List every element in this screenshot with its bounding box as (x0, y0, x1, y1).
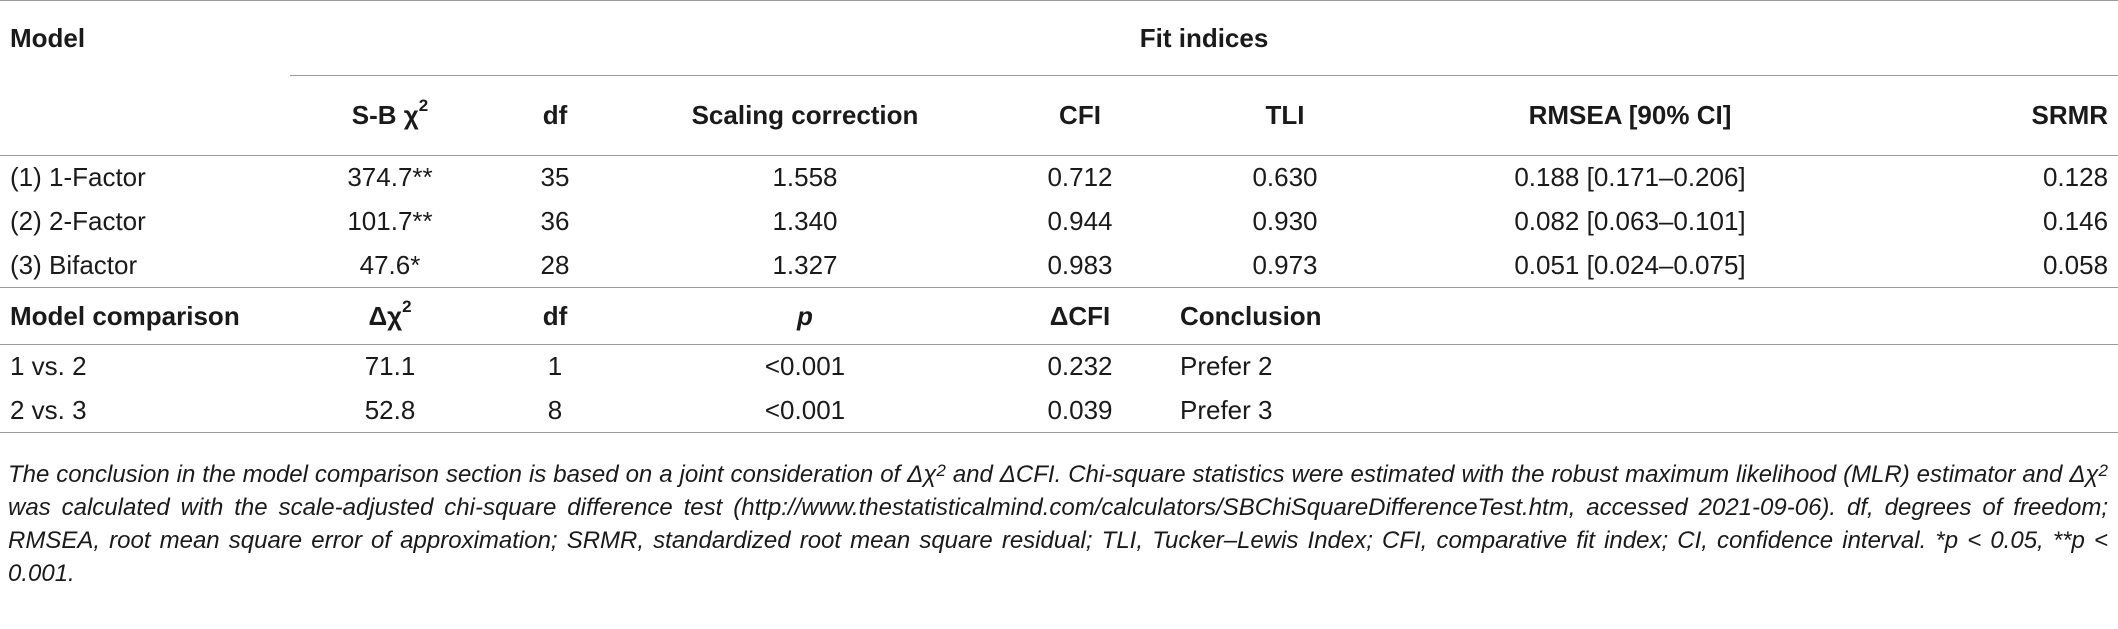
model-cell: (2) 2-Factor (10, 206, 146, 236)
table-footnote: The conclusion in the model comparison s… (8, 461, 2108, 587)
scaling-header: Scaling correction (691, 100, 919, 130)
srmr-cell: 0.058 (2042, 249, 2109, 280)
model-cell: (3) Bifactor (10, 249, 138, 280)
comparison-header-row: Model comparison Δχ2 df p ΔCFI Conclusio… (0, 288, 2118, 345)
delta-chi-cell: 71.1 (364, 351, 416, 382)
scaling-cell: 1.558 (772, 162, 838, 193)
header-row-1: Model Fit indices (0, 0, 2118, 76)
comparison-label-header: Model comparison (10, 300, 240, 331)
scaling-cell: 1.327 (772, 249, 838, 280)
cfi-cell: 0.944 (1047, 206, 1113, 236)
df-cell: 36 (540, 206, 570, 236)
fit-indices-header: Fit indices (290, 0, 2118, 76)
sb-chi-header: S-B χ2 (351, 96, 429, 130)
cfi-header: CFI (1059, 100, 1101, 130)
comparison-df-cell: 8 (547, 394, 563, 425)
sb-cell: 47.6* (359, 249, 421, 280)
table-row: 2 vs. 3 52.8 8 <0.001 0.039 Prefer 3 (0, 389, 2118, 433)
scaling-cell: 1.340 (772, 206, 838, 236)
tli-cell: 0.630 (1252, 162, 1318, 193)
empty-header (0, 76, 290, 156)
sb-cell: 374.7** (347, 162, 433, 193)
table-row: (1) 1-Factor 374.7** 35 1.558 0.712 0.63… (0, 156, 2118, 200)
rmsea-header: RMSEA [90% CI] (1528, 100, 1732, 130)
conclusion-header: Conclusion (1180, 300, 1322, 331)
srmr-cell: 0.128 (2042, 162, 2109, 193)
model-header: Model (10, 22, 86, 53)
comparison-cell: 1 vs. 2 (10, 351, 87, 382)
df-cell: 28 (540, 249, 570, 280)
conclusion-cell: Prefer 3 (1180, 394, 1273, 425)
delta-cfi-cell: 0.039 (1047, 394, 1113, 425)
p-cell: <0.001 (764, 394, 846, 425)
conclusion-cell: Prefer 2 (1180, 351, 1273, 382)
cfi-cell: 0.983 (1047, 249, 1113, 280)
comparison-cell: 2 vs. 3 (10, 394, 87, 425)
df-header: df (542, 100, 568, 130)
comparison-df-header: df (542, 300, 568, 331)
tli-cell: 0.930 (1252, 206, 1318, 236)
p-header: p (797, 300, 813, 331)
rmsea-cell: 0.082 [0.063–0.101] (1514, 206, 1746, 236)
rmsea-cell: 0.051 [0.024–0.075] (1514, 249, 1746, 280)
tli-cell: 0.973 (1252, 249, 1318, 280)
model-cell: (1) 1-Factor (10, 162, 146, 193)
table-row: 1 vs. 2 71.1 1 <0.001 0.232 Prefer 2 (0, 345, 2118, 389)
delta-chi-cell: 52.8 (364, 394, 416, 425)
df-cell: 35 (540, 162, 570, 193)
delta-chi-header: Δχ2 (368, 296, 412, 331)
comparison-df-cell: 1 (547, 351, 563, 382)
srmr-header: SRMR (2031, 100, 2109, 130)
table-row: (2) 2-Factor 101.7** 36 1.340 0.944 0.93… (0, 200, 2118, 244)
header-row-2: S-B χ2 df Scaling correction CFI TLI RMS… (0, 76, 2118, 156)
fit-indices-table: Model Fit indices S-B χ2 df Scaling corr… (0, 0, 2118, 433)
p-cell: <0.001 (764, 351, 846, 382)
rmsea-cell: 0.188 [0.171–0.206] (1514, 162, 1746, 193)
table-row: (3) Bifactor 47.6* 28 1.327 0.983 0.973 … (0, 244, 2118, 288)
srmr-cell: 0.146 (2042, 206, 2109, 236)
tli-header: TLI (1265, 100, 1305, 130)
delta-cfi-cell: 0.232 (1047, 351, 1113, 382)
delta-cfi-header: ΔCFI (1049, 300, 1111, 331)
sb-cell: 101.7** (347, 206, 433, 236)
cfi-cell: 0.712 (1047, 162, 1113, 193)
